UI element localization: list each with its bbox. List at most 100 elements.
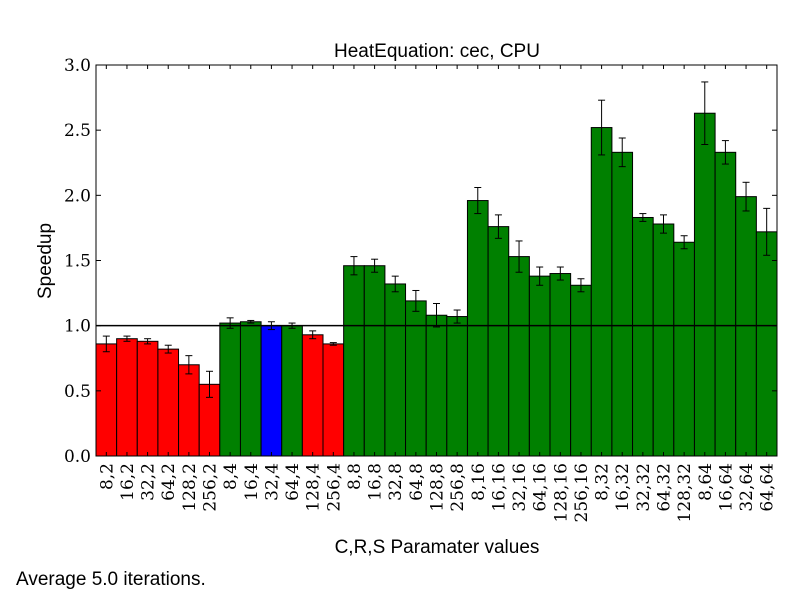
y-tick-label: 2.5 (64, 121, 91, 141)
x-tick-label: 8,4 (221, 463, 241, 490)
bar-8-64 (693, 112, 716, 457)
bar-128-2 (178, 364, 200, 457)
error-bar (350, 256, 358, 276)
x-tick-label: 64,4 (283, 463, 303, 501)
x-tick-label: 64,32 (655, 463, 675, 512)
error-bar (206, 370, 213, 398)
x-tick-label: 128,2 (180, 463, 200, 512)
error-bar (660, 214, 667, 234)
error-bar (164, 344, 172, 354)
x-axis-label: C,R,S Paramater values (335, 537, 540, 558)
x-tick-label: 16,4 (242, 463, 262, 501)
x-tick-label: 256,2 (201, 463, 221, 512)
x-tick-label: 8,16 (469, 463, 489, 501)
x-tick-label: 16,8 (366, 463, 386, 501)
error-bar (556, 266, 564, 281)
error-bar (701, 81, 709, 146)
x-tick-label: 128,16 (551, 463, 571, 522)
x-tick-label: 64,8 (407, 463, 427, 501)
y-tick-label: 0.0 (64, 447, 91, 467)
error-bar (598, 99, 606, 156)
bar-64-2 (157, 348, 180, 457)
error-bar (763, 207, 771, 256)
bars-group (95, 112, 778, 457)
iterations-footnote: Average 5.0 iterations. (16, 569, 206, 590)
bar-64-64 (755, 231, 778, 457)
x-tick-label: 16,64 (716, 463, 736, 512)
error-bar (123, 335, 131, 342)
error-bar (144, 338, 152, 345)
bar-256-4 (322, 343, 345, 457)
x-tick-label: 128,4 (304, 463, 324, 512)
bar-64-32 (652, 223, 675, 457)
error-bar (639, 213, 647, 222)
error-bar (474, 187, 482, 215)
error-bar (742, 181, 750, 212)
bar-64-8 (405, 300, 427, 457)
bar-16-2 (116, 338, 138, 457)
bar-16-64 (714, 151, 737, 457)
error-bars-group (102, 81, 771, 398)
bar-16-4 (239, 321, 262, 457)
error-bar (515, 240, 523, 273)
error-bar (391, 275, 399, 293)
x-tick-label: 64,16 (531, 463, 551, 512)
bar-32-2 (136, 340, 159, 457)
y-tick-label: 0.5 (64, 382, 91, 402)
y-tick-label: 3.0 (64, 56, 91, 76)
bar-64-4 (281, 325, 303, 457)
bar-64-16 (528, 275, 551, 457)
bar-16-8 (363, 265, 386, 457)
bar-128-8 (425, 314, 448, 457)
error-bar (536, 266, 544, 286)
y-tick-label: 1.5 (64, 252, 91, 272)
bar-8-8 (343, 265, 365, 457)
x-tick-label: 16,32 (613, 463, 633, 512)
x-tick-label: 256,16 (572, 463, 592, 522)
x-tick-label: 16,2 (118, 463, 138, 501)
bar-8-32 (590, 127, 613, 457)
bar-128-32 (673, 241, 695, 457)
error-bar (680, 235, 688, 250)
bar-32-4 (260, 325, 283, 457)
y-axis-ticks: 0.0 0.5 1.0 1.5 2.0 2.5 3.0 (64, 56, 777, 467)
x-tick-label: 256,4 (324, 463, 344, 512)
x-tick-label: 32,2 (139, 463, 159, 501)
bar-128-16 (549, 273, 572, 457)
y-tick-label: 1.0 (64, 317, 91, 337)
bar-8-4 (219, 322, 241, 457)
bar-32-8 (384, 283, 407, 457)
bar-128-4 (301, 334, 324, 457)
x-tick-label: 32,16 (510, 463, 530, 512)
x-tick-label: 128,32 (675, 463, 695, 522)
error-bar (412, 289, 420, 312)
error-bar (371, 258, 379, 273)
x-tick-label: 8,32 (593, 463, 613, 501)
x-tick-label: 128,8 (428, 463, 448, 512)
error-bar (185, 355, 193, 375)
bar-32-16 (508, 256, 530, 457)
bar-8-16 (466, 200, 489, 457)
x-tick-label: 32,32 (634, 463, 654, 512)
x-tick-label: 8,2 (97, 463, 117, 490)
x-tick-label: 8,8 (345, 463, 365, 490)
error-bar (329, 342, 337, 346)
y-tick-label: 2.0 (64, 186, 91, 206)
x-tick-label: 32,4 (262, 463, 282, 501)
bar-8-2 (95, 343, 118, 457)
x-axis-ticks: 8,2 16,2 32,2 64,2 128,2 256,2 8,4 16,4 32,4 64,4… (97, 65, 778, 522)
x-tick-label: 32,64 (737, 463, 757, 512)
bar-16-16 (487, 226, 510, 457)
x-tick-label: 8,64 (696, 463, 716, 501)
bar-256-8 (446, 316, 468, 457)
x-tick-label: 256,8 (448, 463, 468, 512)
x-tick-label: 16,16 (489, 463, 509, 512)
chart-title: HeatEquation: cec, CPU (334, 41, 540, 62)
x-tick-label: 64,2 (159, 463, 179, 501)
error-bar (721, 140, 729, 165)
error-bar (494, 214, 502, 239)
bar-32-32 (632, 216, 654, 457)
x-tick-label: 64,64 (758, 463, 778, 512)
x-tick-label: 32,8 (386, 463, 406, 501)
